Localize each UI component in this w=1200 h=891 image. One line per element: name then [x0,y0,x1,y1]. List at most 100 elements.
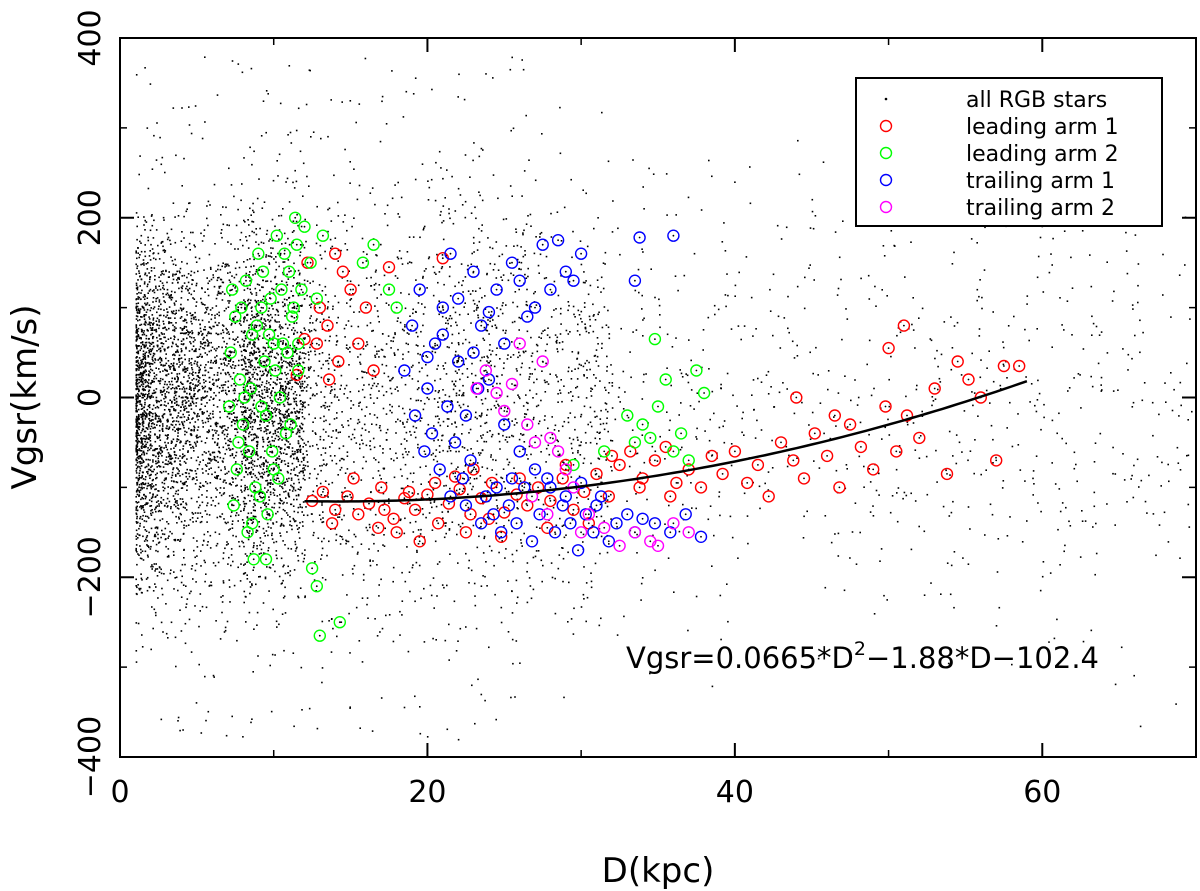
rgb-star-dot [191,565,194,567]
rgb-star-dot [135,529,138,532]
rgb-star-dot [137,423,139,425]
rgb-star-dot [303,442,306,445]
rgb-star-dot [295,418,298,420]
rgb-star-dot [268,421,270,424]
rgb-star-dot [207,282,209,285]
rgb-star-dot [262,462,265,464]
rgb-star-dot [474,416,477,419]
rgb-star-dot [146,427,148,429]
rgb-star-dot [535,550,538,552]
rgb-star-dot [145,538,147,541]
rgb-star-dot [271,351,273,353]
rgb-star-dot [258,335,261,337]
rgb-star-dot [400,518,402,521]
rgb-star-dot [301,352,304,354]
rgb-star-dot [135,448,137,451]
rgb-star-dot [185,311,188,313]
rgb-star-dot [152,319,155,321]
rgb-star-dot [173,450,176,453]
rgb-star-dot [228,579,231,581]
rgb-star-dot [270,368,273,370]
rgb-star-dot [201,287,203,290]
rgb-star-dot [291,307,294,309]
rgb-star-dot [194,443,197,445]
rgb-star-dot [337,301,340,304]
rgb-star-dot [233,383,235,385]
rgb-star-dot [275,383,278,386]
rgb-star-dot [143,520,146,522]
rgb-star-dot [224,428,227,431]
rgb-star-dot [150,500,153,503]
rgb-star-dot [176,481,179,484]
rgb-star-dot [262,463,265,465]
rgb-star-dot [186,489,188,491]
rgb-star-dot [138,256,140,259]
rgb-star-dot [258,355,261,357]
rgb-star-dot [136,484,138,486]
rgb-star-dot [441,266,444,268]
rgb-star-dot [160,274,162,276]
rgb-star-dot [145,465,148,468]
rgb-star-dot [226,433,229,435]
rgb-star-dot [304,218,306,221]
rgb-star-dot [251,395,254,397]
rgb-star-dot [204,328,207,331]
rgb-star-dot [314,307,316,309]
rgb-star-dot [345,542,347,545]
rgb-star-dot [202,387,204,390]
rgb-star-dot [135,512,138,515]
rgb-star-dot [209,425,212,427]
rgb-star-dot [202,396,204,399]
rgb-star-dot [346,280,349,282]
rgb-star-dot [248,361,250,363]
rgb-star-dot [454,385,457,387]
rgb-star-dot [215,305,218,307]
rgb-star-dot [291,450,294,453]
rgb-star-dot [261,286,263,288]
rgb-star-dot [136,551,138,553]
rgb-star-dot [146,576,149,579]
rgb-star-dot [234,428,236,430]
rgb-star-dot [143,323,146,325]
rgb-star-dot [163,288,165,291]
rgb-star-dot [265,233,268,235]
rgb-star-dot [156,448,159,450]
rgb-star-dot [180,406,182,408]
rgb-star-dot [191,398,194,400]
rgb-star-dot [258,525,261,528]
rgb-star-dot [232,331,234,333]
rgb-star-dot [320,137,322,140]
rgb-star-dot [138,428,140,431]
rgb-star-dot [258,351,260,353]
rgb-star-dot [293,377,295,379]
rgb-star-dot [139,469,141,472]
rgb-star-dot [286,177,289,180]
rgb-star-dot [235,290,238,292]
rgb-star-dot [462,280,464,282]
rgb-star-dot [233,584,236,587]
rgb-star-dot [175,481,178,483]
rgb-star-dot [144,295,146,298]
rgb-star-dot [188,441,191,443]
rgb-star-dot [153,372,155,374]
rgb-star-dot [146,452,148,455]
rgb-star-dot [242,403,244,405]
rgb-star-dot [155,258,157,261]
rgb-star-dot [153,454,155,457]
rgb-star-dot [147,292,149,294]
rgb-star-dot [196,363,198,365]
rgb-star-dot [137,352,139,354]
rgb-star-dot [173,302,176,304]
rgb-star-dot [232,496,235,499]
rgb-star-dot [167,428,170,430]
rgb-star-dot [561,425,564,428]
rgb-star-dot [143,430,146,433]
rgb-star-dot [220,596,222,598]
rgb-star-dot [229,365,232,368]
rgb-star-dot [214,459,216,461]
rgb-star-dot [279,254,282,256]
rgb-star-dot [211,307,214,309]
rgb-star-dot [140,442,142,444]
rgb-star-dot [282,389,284,392]
rgb-star-dot [149,365,151,368]
